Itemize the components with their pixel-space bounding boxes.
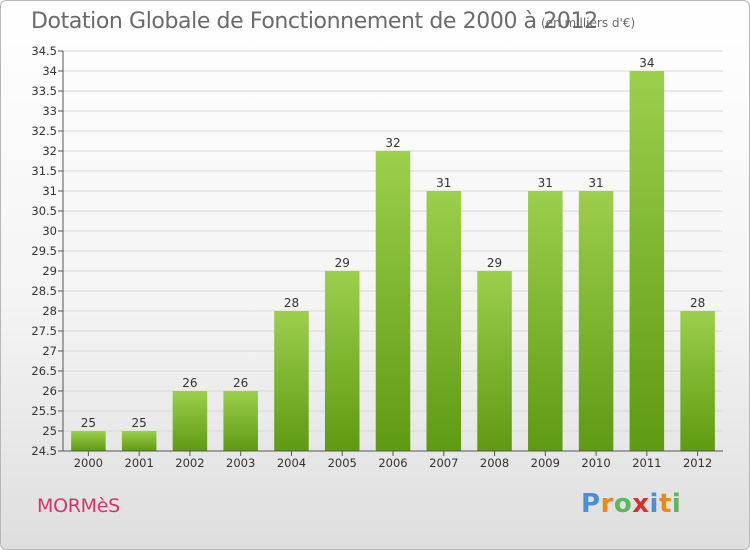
y-tick-label: 32.5 [31,124,57,138]
y-tick-label: 34.5 [31,44,57,58]
value-label: 28 [690,296,705,310]
logo-letter: r [600,489,614,519]
bar-2012 [680,311,715,451]
bar-2004 [274,311,309,451]
commune-name: MORMèS [37,495,120,517]
bar-2009 [528,191,563,451]
x-tick-label: 2001 [125,456,154,470]
bar-2006 [375,151,411,451]
y-tick-label: 31 [42,184,57,198]
y-tick-label: 30 [42,224,57,238]
x-tick-label: 2010 [581,456,610,470]
logo-letter: t [658,489,672,519]
x-tick-label: 2007 [429,456,458,470]
bar-2001 [121,431,157,451]
y-tick-label: 26.5 [31,364,57,378]
y-tick-label: 29.5 [31,244,57,258]
x-tick-label: 2004 [277,456,306,470]
bar-2003 [223,391,258,451]
bar-2008 [477,271,512,451]
y-tick-label: 32 [42,144,57,158]
bar-2002 [172,391,208,451]
logo-letter: i [649,489,659,519]
y-tick-label: 33.5 [31,84,57,98]
x-tick-label: 2005 [328,456,357,470]
y-tick-label: 27.5 [31,324,57,338]
y-tick-label: 34 [42,64,57,78]
y-tick-label: 30.5 [31,204,57,218]
y-tick-label: 25 [42,424,57,438]
value-label: 28 [284,296,299,310]
value-label: 32 [385,136,400,150]
value-label: 25 [81,416,96,430]
y-tick-label: 28.5 [31,284,57,298]
value-label: 25 [132,416,147,430]
bar-2011 [629,71,665,451]
logo-letter: i [671,489,682,519]
chart-subtitle: (en milliers d'€) [541,16,636,30]
x-tick-label: 2003 [226,456,255,470]
value-label: 26 [233,376,248,390]
value-label: 31 [436,176,451,190]
value-label: 29 [487,256,502,270]
bar-2005 [324,271,360,451]
y-tick-label: 27 [42,344,57,358]
logo-letter: x [632,489,650,519]
x-tick-label: 2009 [531,456,560,470]
y-tick-label: 29 [42,264,57,278]
y-tick-label: 28 [42,304,57,318]
value-label: 31 [588,176,603,190]
value-label: 31 [538,176,553,190]
x-tick-label: 2012 [683,456,712,470]
x-tick-label: 2011 [632,456,661,470]
x-tick-label: 2000 [74,456,103,470]
bar-2000 [71,431,106,451]
bar-2007 [426,191,462,451]
proxiti-logo: Proxiti [581,489,681,519]
value-label: 34 [639,56,654,70]
y-tick-label: 24.5 [31,444,57,458]
x-tick-label: 2002 [175,456,204,470]
bar-2010 [578,191,614,451]
y-tick-label: 31.5 [31,164,57,178]
x-tick-label: 2006 [378,456,407,470]
chart-title: Dotation Globale de Fonctionnement de 20… [31,9,598,34]
y-tick-label: 26 [42,384,57,398]
logo-letter: o [613,489,633,519]
y-tick-label: 25.5 [31,404,57,418]
value-label: 26 [182,376,197,390]
x-tick-label: 2008 [480,456,509,470]
y-tick-label: 33 [42,104,57,118]
value-label: 29 [335,256,350,270]
logo-letter: P [581,489,601,519]
